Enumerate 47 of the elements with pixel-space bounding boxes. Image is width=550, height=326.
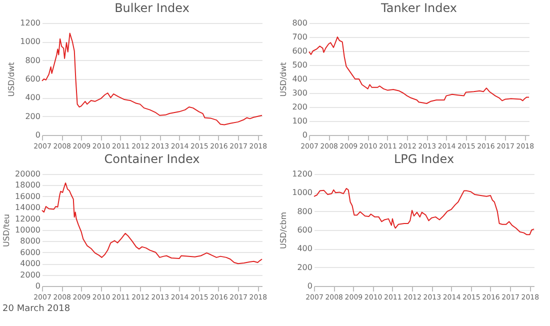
y-axis-title: USD/cbm bbox=[279, 212, 288, 250]
y-tick-label: 20000 bbox=[15, 170, 40, 178]
y-tick-label: 6000 bbox=[20, 248, 40, 257]
y-tick-label: 14000 bbox=[15, 203, 40, 212]
y-tick-label: 16000 bbox=[15, 192, 40, 201]
y-tick-label: 500 bbox=[292, 60, 308, 70]
y-tick-label: 1000 bbox=[20, 37, 40, 46]
line-series bbox=[314, 188, 534, 236]
chart-title: Container Index bbox=[104, 152, 200, 166]
y-tick-label: 100 bbox=[292, 116, 308, 126]
y-tick-label: 400 bbox=[297, 244, 312, 254]
y-axis-title: USD/dwt bbox=[7, 62, 16, 97]
chart-title: Tanker Index bbox=[380, 1, 457, 15]
y-tick-label: 800 bbox=[292, 18, 308, 28]
y-tick-label: 400 bbox=[292, 74, 308, 84]
line-series bbox=[42, 182, 262, 264]
y-tick-label: 1200 bbox=[292, 170, 312, 178]
chart-title: Bulker Index bbox=[114, 1, 190, 15]
y-tick-label: 0 bbox=[307, 282, 312, 290]
y-tick-label: 200 bbox=[25, 112, 40, 121]
y-tick-label: 400 bbox=[25, 93, 40, 102]
y-tick-label: 800 bbox=[25, 56, 40, 65]
y-tick-label: 200 bbox=[292, 102, 308, 112]
y-tick-label: 200 bbox=[297, 262, 312, 272]
y-tick-label: 0 bbox=[35, 130, 40, 140]
y-tick-label: 600 bbox=[292, 46, 308, 56]
y-axis-title: USD/dwt bbox=[279, 62, 288, 97]
y-tick-label: 18000 bbox=[15, 180, 40, 190]
y-axis-title: USD/teu bbox=[2, 214, 12, 247]
y-tick-label: 8000 bbox=[20, 236, 40, 246]
text: 20 March 2018 bbox=[2, 304, 70, 314]
y-tick-label: 1200 bbox=[20, 18, 40, 28]
y-tick-label: 2000 bbox=[20, 270, 40, 280]
line-series bbox=[42, 32, 262, 126]
y-tick-label: 0 bbox=[35, 282, 40, 290]
y-tick-label: 300 bbox=[292, 88, 308, 98]
line-series bbox=[308, 36, 530, 104]
y-tick-label: 10000 bbox=[15, 226, 40, 234]
y-tick-label: 0 bbox=[302, 130, 308, 140]
y-tick-label: 600 bbox=[297, 226, 312, 234]
chart-title: LPG Index bbox=[394, 152, 454, 166]
y-tick-label: 600 bbox=[25, 74, 40, 84]
y-tick-label: 800 bbox=[297, 206, 312, 216]
y-tick-label: 12000 bbox=[15, 214, 40, 224]
y-tick-label: 700 bbox=[292, 32, 308, 42]
y-tick-label: 1000 bbox=[292, 188, 312, 198]
y-tick-label: 4000 bbox=[20, 259, 40, 268]
